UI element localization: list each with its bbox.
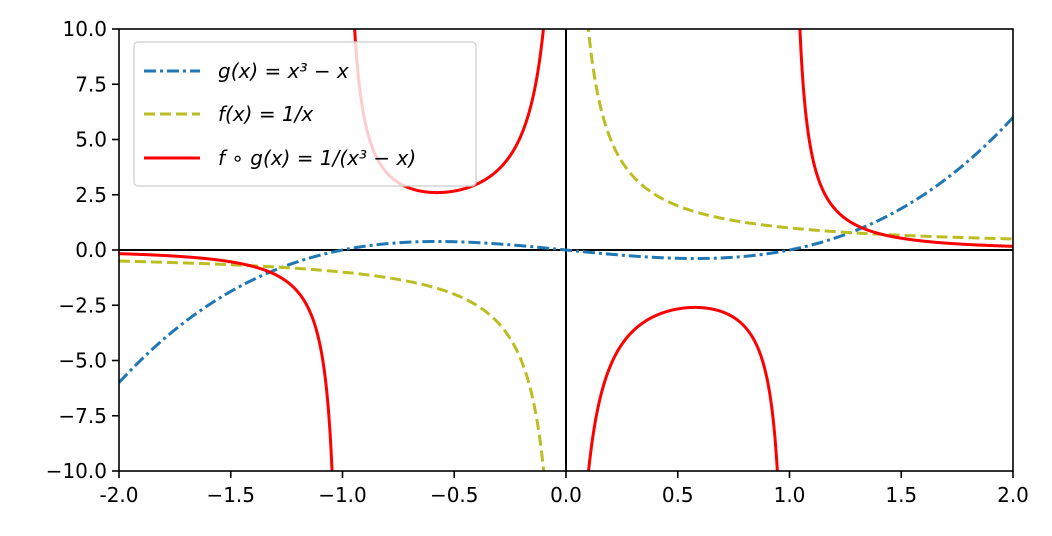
x-tick-label: -2.0 — [99, 483, 138, 507]
x-axis: -2.0 −1.5 −1.0 −0.5 0.0 0.5 1.0 1.5 2.0 — [99, 471, 1029, 507]
series-2-line — [798, 29, 1013, 248]
legend-label-fog: f ∘ g(x) = 1/(x³ − x) — [218, 146, 416, 170]
legend-label-f: f(x) = 1/x — [218, 102, 313, 126]
y-tick-label: −2.5 — [58, 293, 107, 317]
y-tick-label: 7.5 — [75, 72, 107, 96]
legend-label-g: g(x) = x³ − x — [218, 59, 349, 83]
x-tick-label: −1.0 — [318, 483, 367, 507]
legend-frame — [133, 41, 477, 187]
y-tick-label: −5.0 — [58, 349, 107, 373]
x-tick-label: 1.5 — [885, 483, 917, 507]
series-layer — [119, 29, 1013, 471]
y-tick-label: 2.5 — [75, 183, 107, 207]
series-2 — [119, 29, 1013, 471]
y-tick-label: 5.0 — [75, 128, 107, 152]
x-tick-label: 2.0 — [997, 483, 1029, 507]
x-tick-label: −0.5 — [430, 483, 479, 507]
series-2-line — [587, 305, 779, 471]
x-tick-label: 1.0 — [774, 483, 806, 507]
y-tick-label: −10.0 — [46, 459, 107, 483]
x-tick-label: −1.5 — [206, 483, 255, 507]
y-tick-label: 10.0 — [62, 17, 107, 41]
y-tick-label: 0.0 — [75, 238, 107, 262]
series-2-line — [119, 252, 334, 471]
x-tick-label: 0.5 — [662, 483, 694, 507]
y-axis: 10.0 7.5 5.0 2.5 0.0 −2.5 −5.0 −7.5 −10.0 — [46, 17, 119, 483]
series-1 — [119, 29, 1013, 471]
y-tick-label: −7.5 — [58, 404, 107, 428]
legend: g(x) = x³ − x f(x) = 1/x f ∘ g(x) = 1/(x… — [133, 41, 477, 187]
x-tick-label: 0.0 — [550, 483, 582, 507]
series-1-line — [586, 29, 1013, 241]
series-1-line — [119, 259, 546, 471]
